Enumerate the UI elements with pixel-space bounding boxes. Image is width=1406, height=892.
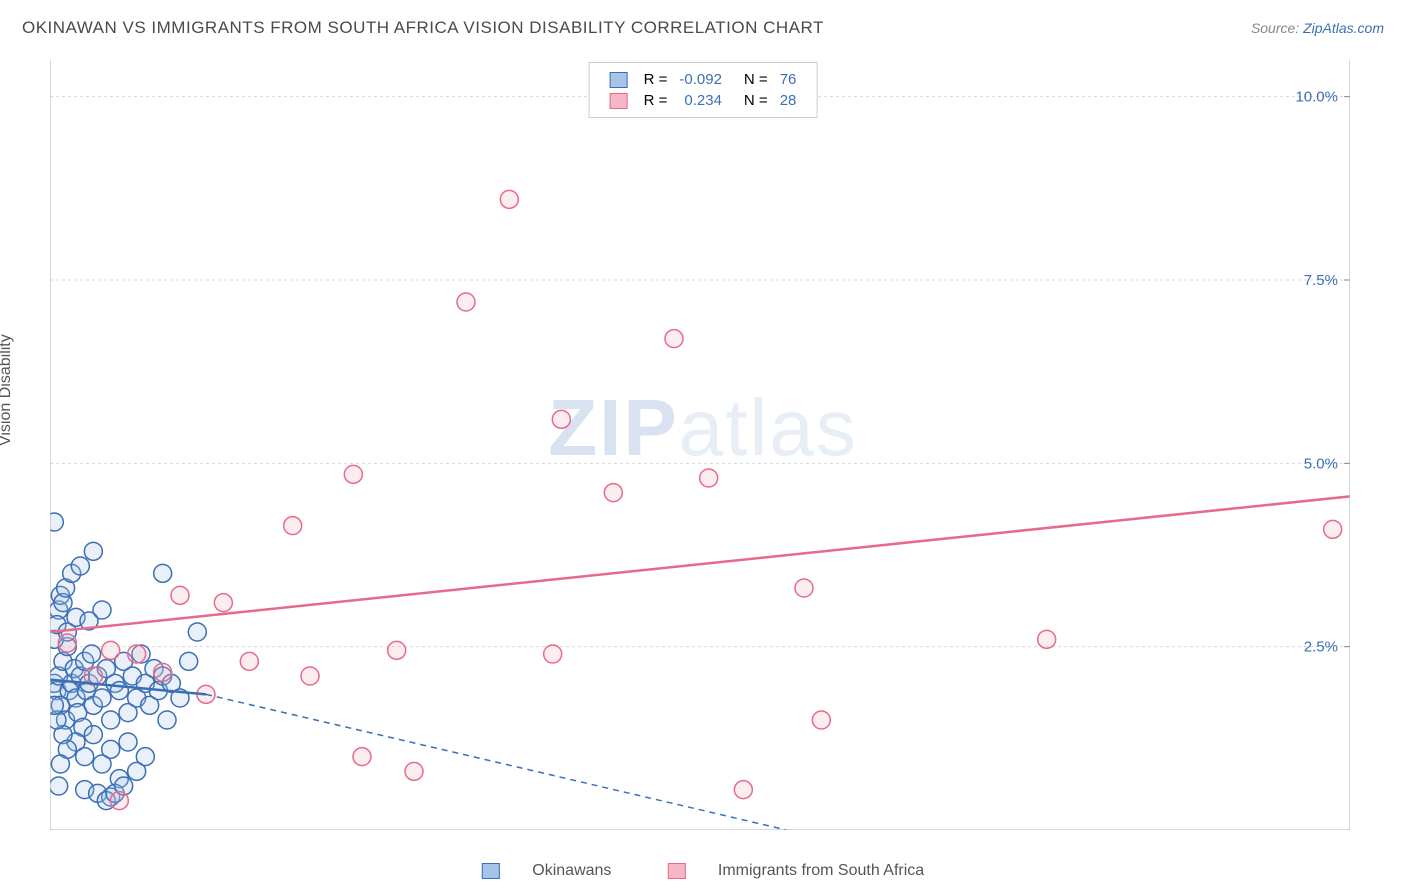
- legend-swatch: [667, 863, 685, 879]
- R-label: R =: [638, 69, 674, 90]
- legend-swatch: [610, 93, 628, 109]
- source-attribution: Source: ZipAtlas.com: [1251, 20, 1384, 36]
- svg-text:5.0%: 5.0%: [1304, 455, 1338, 472]
- series-legend: Okinawans Immigrants from South Africa: [454, 862, 952, 880]
- source-link[interactable]: ZipAtlas.com: [1303, 20, 1384, 36]
- chart-title: OKINAWAN VS IMMIGRANTS FROM SOUTH AFRICA…: [22, 18, 824, 38]
- legend-item: Okinawans: [468, 862, 626, 879]
- legend-swatch: [482, 863, 500, 879]
- N-label: N =: [728, 69, 774, 90]
- source-prefix: Source:: [1251, 20, 1303, 36]
- correlation-row: R =0.234N =28: [604, 90, 803, 111]
- legend-label: Immigrants from South Africa: [718, 862, 924, 879]
- legend-label: Okinawans: [532, 862, 611, 879]
- R-label: R =: [638, 90, 674, 111]
- legend-swatch: [610, 72, 628, 88]
- correlation-row: R =-0.092N =76: [604, 69, 803, 90]
- N-label: N =: [728, 90, 774, 111]
- svg-text:10.0%: 10.0%: [1295, 89, 1338, 106]
- svg-text:2.5%: 2.5%: [1304, 639, 1338, 656]
- N-value: 28: [774, 90, 803, 111]
- svg-text:7.5%: 7.5%: [1304, 272, 1338, 289]
- y-axis-label: Vision Disability: [0, 334, 15, 446]
- scatter-plot: 2.5%5.0%7.5%10.0% 0.0%15.0%: [50, 60, 1350, 830]
- R-value: 0.234: [673, 90, 728, 111]
- N-value: 76: [774, 69, 803, 90]
- correlation-legend: R =-0.092N =76R =0.234N =28: [589, 62, 818, 118]
- R-value: -0.092: [673, 69, 728, 90]
- legend-item: Immigrants from South Africa: [653, 862, 938, 879]
